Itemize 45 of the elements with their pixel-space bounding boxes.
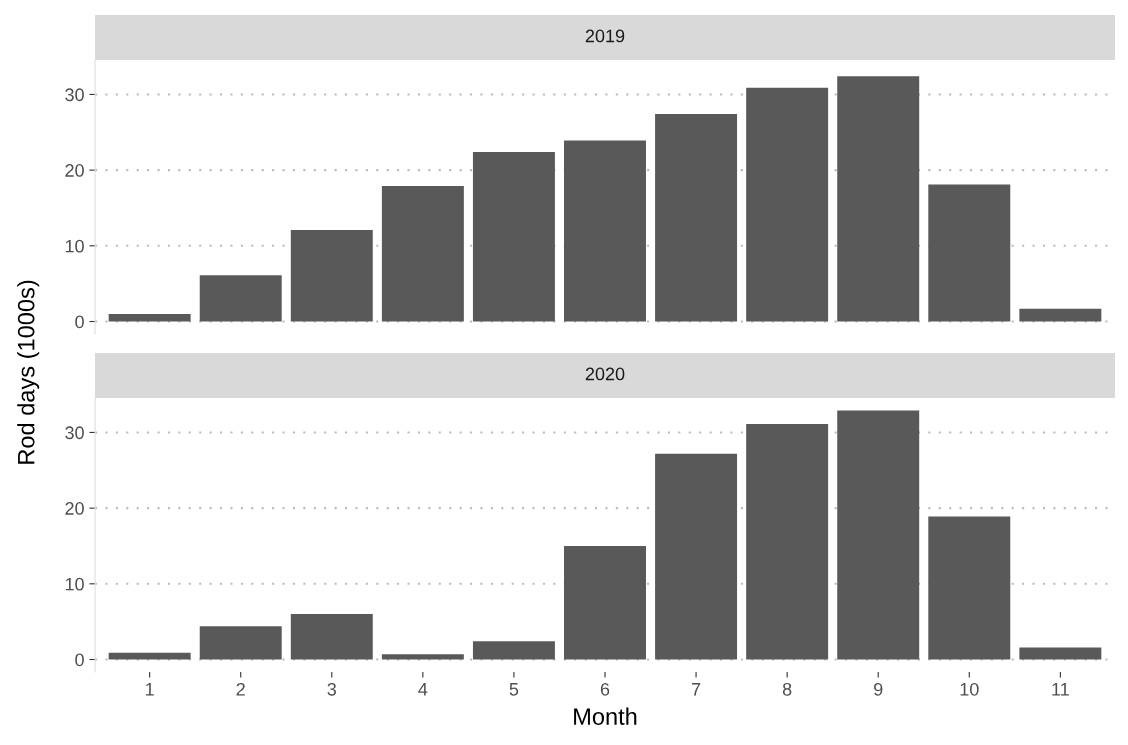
x-tick-label: 9 <box>874 682 883 696</box>
x-tick-label: 2 <box>236 682 245 696</box>
y-axis-title: Rod days (1000s) <box>17 280 40 464</box>
y-tick-label: 0 <box>75 653 84 667</box>
bar <box>746 87 829 322</box>
chart-title: 2020 <box>585 367 625 381</box>
bar <box>928 516 1011 660</box>
bar <box>472 151 555 322</box>
y-tick-label: 20 <box>65 164 84 177</box>
bar <box>1019 647 1102 660</box>
x-tick-label: 3 <box>327 682 337 696</box>
bar <box>837 410 920 660</box>
x-tick-label: 7 <box>691 683 701 696</box>
x-tick-label: 1 <box>146 683 154 696</box>
y-tick-label: 10 <box>65 577 84 591</box>
bar <box>564 545 646 660</box>
bar <box>655 114 738 322</box>
y-tick-label: 10 <box>65 239 84 253</box>
x-tick-label: 11 <box>1052 683 1069 696</box>
bar <box>1019 308 1102 322</box>
bar <box>564 140 646 322</box>
bar <box>381 654 464 660</box>
bar <box>928 184 1011 322</box>
bar <box>108 652 191 660</box>
bar <box>108 313 191 322</box>
x-tick-label: 4 <box>418 683 428 696</box>
x-tick-label: 10 <box>960 682 979 696</box>
x-tick-label: 6 <box>600 682 610 696</box>
y-tick-label: 0 <box>75 315 84 329</box>
bar <box>199 626 282 660</box>
y-tick-label: 30 <box>65 426 84 440</box>
bar <box>381 186 464 322</box>
bar <box>290 229 373 322</box>
bar <box>655 453 738 660</box>
x-tick-label: 5 <box>509 683 519 696</box>
y-tick-label: 30 <box>65 88 84 102</box>
bar <box>199 275 282 322</box>
x-axis-title: Month <box>574 707 637 725</box>
bar <box>290 614 373 660</box>
bar <box>837 76 920 322</box>
bar <box>746 424 829 660</box>
x-tick-label: 8 <box>782 682 792 696</box>
chart-title: 2019 <box>585 29 625 43</box>
y-tick-label: 20 <box>65 502 84 515</box>
bar <box>472 641 555 660</box>
